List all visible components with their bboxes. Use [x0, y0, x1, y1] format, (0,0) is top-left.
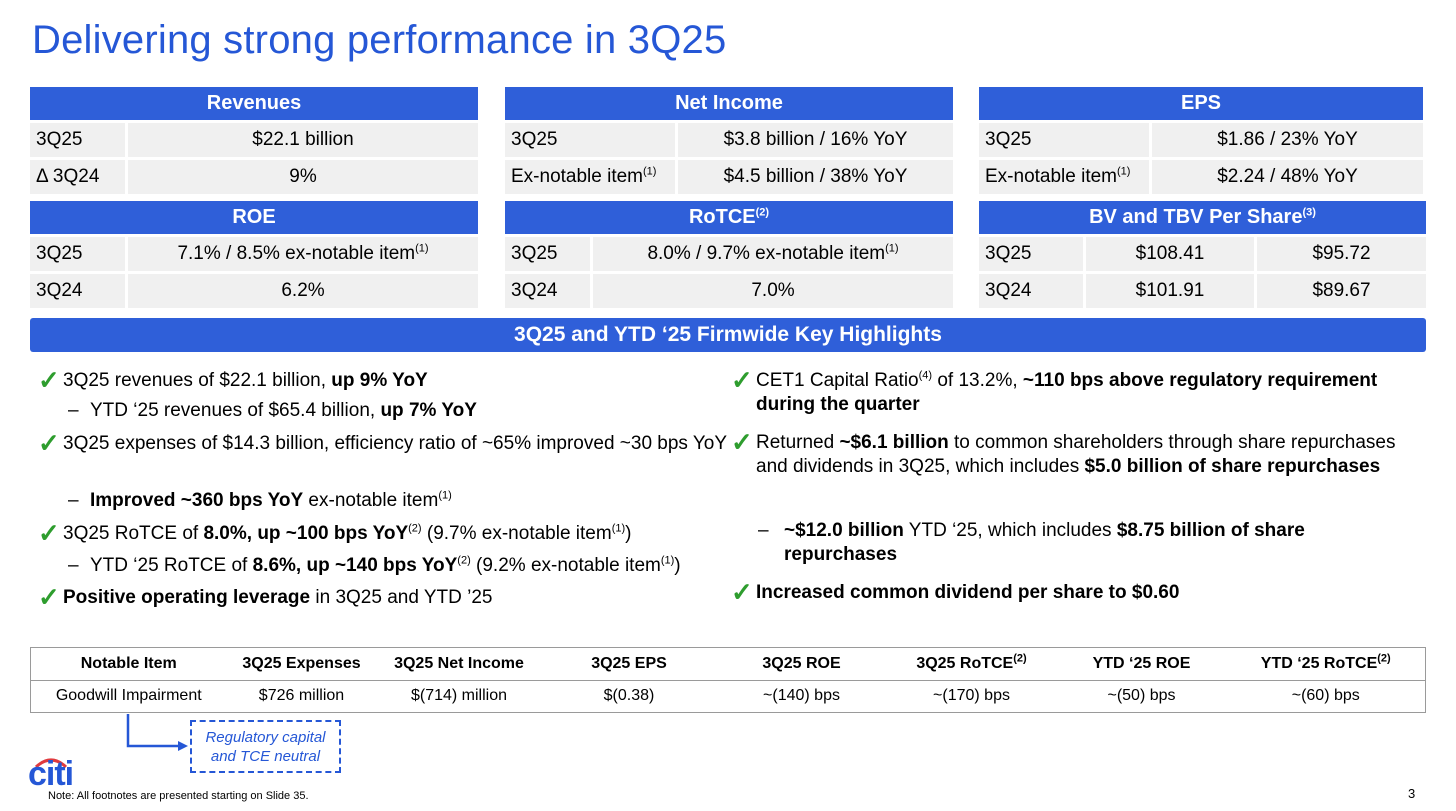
- bv-r2-tbv: $89.67: [1254, 274, 1426, 308]
- col-header: YTD ‘25 ROE: [1056, 647, 1227, 681]
- highlight-item: ✓ 3Q25 revenues of $22.1 billion, up 9% …: [38, 365, 428, 395]
- roe-table: ROE 3Q25 7.1% / 8.5% ex-notable item(1) …: [30, 198, 478, 311]
- eps-r1-label: 3Q25: [979, 123, 1149, 157]
- elbow-arrow-icon: [126, 714, 188, 751]
- highlight-item: ✓ Positive operating leverage in 3Q25 an…: [38, 582, 493, 612]
- rotce-r1-label: 3Q25: [505, 237, 590, 271]
- revenues-r1-value: $22.1 billion: [125, 123, 478, 157]
- table-cell: ~(60) bps: [1291, 687, 1360, 705]
- rotce-r2-label: 3Q24: [505, 274, 590, 308]
- bv-tbv-table: BV and TBV Per Share(3) 3Q25 $108.41 $95…: [979, 198, 1426, 311]
- net-income-r2-value: $4.5 billion / 38% YoY: [675, 160, 953, 194]
- page-number: 3: [1408, 786, 1416, 801]
- col-header: 3Q25 Expenses: [226, 647, 377, 681]
- table-cell: $(0.38): [603, 687, 655, 705]
- highlight-item: ✓ CET1 Capital Ratio(4) of 13.2%, ~110 b…: [731, 365, 1378, 415]
- col-header: 3Q25 ROE: [716, 647, 887, 681]
- dash-bullet: –: [758, 520, 769, 541]
- bv-tbv-header: BV and TBV Per Share(3): [979, 201, 1426, 234]
- callout-line-2: and TCE neutral: [210, 748, 321, 765]
- checkmark-icon: ✓: [38, 582, 60, 612]
- highlight-subitem: – YTD ‘25 RoTCE of 8.6%, up ~140 bps YoY…: [68, 554, 681, 576]
- roe-r2-value: 6.2%: [125, 274, 478, 308]
- eps-r1-value: $1.86 / 23% YoY: [1149, 123, 1423, 157]
- bv-r2-bv: $101.91: [1083, 274, 1254, 308]
- callout-line-1: Regulatory capital: [205, 729, 326, 746]
- eps-r2-value: $2.24 / 48% YoY: [1149, 160, 1423, 194]
- roe-r1-label: 3Q25: [30, 237, 125, 271]
- table-cell: Goodwill Impairment: [55, 687, 202, 705]
- highlight-subitem: – YTD ‘25 revenues of $65.4 billion, up …: [68, 400, 477, 421]
- col-header: 3Q25 RoTCE(2): [886, 647, 1057, 681]
- table-header-row: Notable Item 3Q25 Expenses 3Q25 Net Inco…: [30, 647, 1426, 681]
- net-income-header: Net Income: [505, 87, 953, 120]
- roe-r1-value: 7.1% / 8.5% ex-notable item(1): [125, 237, 478, 271]
- table-cell: $(714) million: [410, 687, 508, 705]
- revenues-r1-label: 3Q25: [30, 123, 125, 157]
- page-title: Delivering strong performance in 3Q25: [32, 18, 727, 62]
- highlight-item: ✓ 3Q25 RoTCE of 8.0%, up ~100 bps YoY(2)…: [38, 518, 632, 548]
- net-income-r1-label: 3Q25: [505, 123, 675, 157]
- rotce-header: RoTCE(2): [505, 201, 953, 234]
- table-cell: ~(170) bps: [933, 687, 1010, 705]
- citi-logo: citi: [28, 755, 74, 793]
- rotce-r1-value: 8.0% / 9.7% ex-notable item(1): [590, 237, 953, 271]
- roe-header: ROE: [30, 201, 478, 234]
- highlights-left: ✓ 3Q25 revenues of $22.1 billion, up 9% …: [38, 365, 738, 616]
- net-income-r1-value: $3.8 billion / 16% YoY: [675, 123, 953, 157]
- table-cell: ~(50) bps: [1107, 687, 1176, 705]
- highlight-item: ✓ 3Q25 expenses of $14.3 billion, effici…: [38, 428, 728, 458]
- net-income-r2-label: Ex-notable item(1): [505, 160, 675, 194]
- roe-r2-label: 3Q24: [30, 274, 125, 308]
- highlights-banner: 3Q25 and YTD ‘25 Firmwide Key Highlights: [30, 318, 1426, 352]
- checkmark-icon: ✓: [731, 427, 753, 457]
- highlight-subitem: – Improved ~360 bps YoY ex-notable item(…: [68, 489, 452, 511]
- checkmark-icon: ✓: [731, 365, 753, 395]
- col-header: 3Q25 EPS: [541, 647, 717, 681]
- bv-r2-label: 3Q24: [979, 274, 1083, 308]
- highlight-subitem: – ~$12.0 billion YTD ‘25, which includes…: [758, 520, 1305, 565]
- highlights-right: ✓ CET1 Capital Ratio(4) of 13.2%, ~110 b…: [731, 365, 1401, 611]
- rotce-r2-value: 7.0%: [590, 274, 953, 308]
- notable-item-table: Notable Item 3Q25 Expenses 3Q25 Net Inco…: [30, 647, 1426, 713]
- bv-r1-label: 3Q25: [979, 237, 1083, 271]
- dash-bullet: –: [68, 490, 79, 511]
- table-cell: $726 million: [258, 687, 345, 705]
- eps-table: EPS 3Q25 $1.86 / 23% YoY Ex-notable item…: [979, 84, 1423, 197]
- eps-r2-label: Ex-notable item(1): [979, 160, 1149, 194]
- callout-box: Regulatory capital and TCE neutral: [190, 720, 341, 773]
- rotce-table: RoTCE(2) 3Q25 8.0% / 9.7% ex-notable ite…: [505, 198, 953, 311]
- col-header: YTD ‘25 RoTCE(2): [1226, 647, 1426, 681]
- checkmark-icon: ✓: [38, 365, 60, 395]
- highlight-item: ✓ Increased common dividend per share to…: [731, 577, 1180, 607]
- bv-r1-bv: $108.41: [1083, 237, 1254, 271]
- revenues-r2-label: Δ 3Q24: [30, 160, 125, 194]
- citi-arc-icon: [34, 758, 68, 768]
- col-header: Notable Item: [30, 647, 227, 681]
- dash-bullet: –: [68, 400, 79, 421]
- checkmark-icon: ✓: [731, 577, 753, 607]
- col-header: 3Q25 Net Income: [376, 647, 542, 681]
- checkmark-icon: ✓: [38, 428, 60, 458]
- checkmark-icon: ✓: [38, 518, 60, 548]
- bv-r1-tbv: $95.72: [1254, 237, 1426, 271]
- revenues-table: Revenues 3Q25 $22.1 billion Δ 3Q24 9%: [30, 84, 478, 197]
- dash-bullet: –: [68, 555, 79, 576]
- revenues-r2-value: 9%: [125, 160, 478, 194]
- table-row: Goodwill Impairment $726 million $(714) …: [31, 680, 1426, 713]
- footnote: Note: All footnotes are presented starti…: [48, 790, 309, 802]
- revenues-header: Revenues: [30, 87, 478, 120]
- eps-header: EPS: [979, 87, 1423, 120]
- net-income-table: Net Income 3Q25 $3.8 billion / 16% YoY E…: [505, 84, 953, 197]
- table-cell: ~(140) bps: [763, 687, 840, 705]
- highlight-item: ✓ Returned ~$6.1 billion to common share…: [731, 427, 1396, 477]
